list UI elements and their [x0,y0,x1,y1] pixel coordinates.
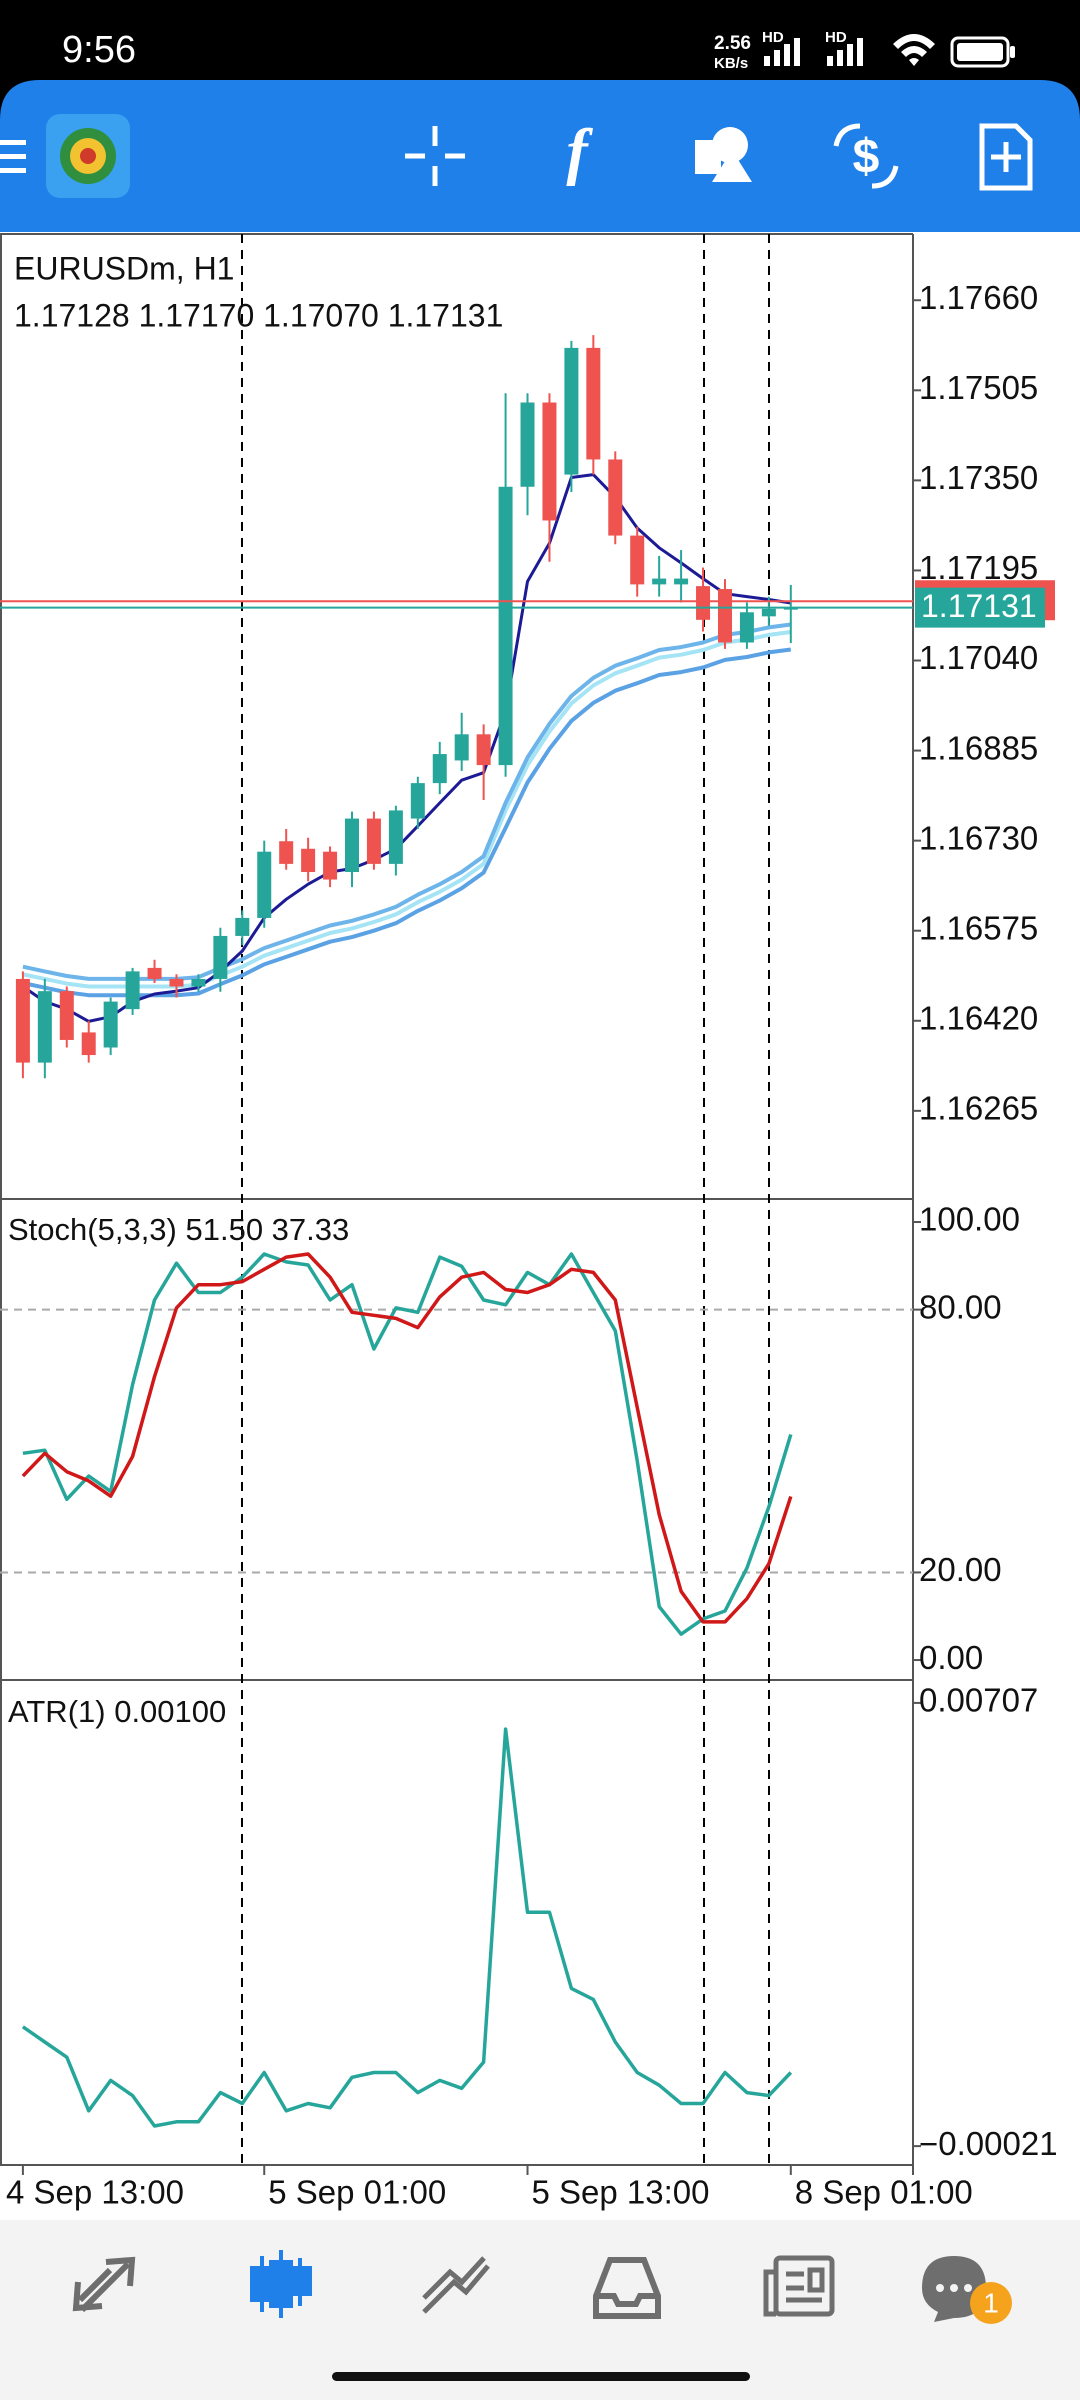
candle-body [59,991,74,1040]
y-tick-label: 1.17350 [919,459,1038,496]
panel-frame [0,233,914,2175]
y-tick-label: 1.16575 [919,909,1038,946]
y-tick-label: 1.17040 [919,639,1038,676]
candle-body [301,848,316,873]
indicator-line [21,1252,793,1624]
candle-body [125,971,140,1010]
clock: 9:56 [62,29,136,71]
plots [0,335,913,2128]
chat-badge: 1 [983,2287,999,2318]
network-type: HD [825,29,847,46]
y-tick-label: 1.16265 [919,1090,1038,1127]
candle-body [345,818,359,873]
candle-body [717,589,732,643]
candle-body [696,586,711,620]
x-tick-label: 5 Sep 13:00 [532,2174,710,2211]
trade-button[interactable]: $ [833,123,899,189]
chart-title: EURUSDm, H1 [14,250,234,286]
x-tick-label: 8 Sep 01:00 [795,2174,973,2211]
candle-body [498,486,513,766]
bid-marker [915,587,1045,628]
candle-body [454,734,469,761]
new-chart-button[interactable] [979,123,1033,191]
indicator-line [22,1252,793,1636]
candle-body [476,734,491,766]
y-tick-label: 1.16730 [919,819,1038,856]
candle-body [213,935,228,979]
x-tick-label: 4 Sep 13:00 [6,2174,184,2211]
y-tick-label: 80.00 [919,1288,1002,1325]
candle-body [366,818,381,864]
y-tick-label: 0.00 [919,1639,983,1676]
candle-body [37,991,52,1063]
y-tick-label: 0.00707 [919,1682,1038,1719]
nav-trade[interactable] [422,2256,490,2314]
ohlc-readout: 1.17128 1.17170 1.17070 1.17131 [14,297,503,333]
bid-price-label: 1.17131 [921,588,1037,624]
candle-body [674,578,689,585]
candle-body [739,612,754,643]
candle-body [279,841,294,864]
nav-chat[interactable]: 1 [922,2256,1012,2324]
candle-body [652,578,667,585]
nav-quotes[interactable] [72,2256,136,2313]
candle-body [520,402,535,487]
x-tick-label: 5 Sep 01:00 [268,2174,446,2211]
y-tick-label: 1.16420 [919,999,1038,1036]
objects-button[interactable] [695,127,752,182]
candle-body [147,967,162,979]
network-type: HD [762,29,784,46]
stoch-title: Stoch(5,3,3) 51.50 37.33 [8,1212,349,1247]
candle-body [388,810,403,864]
y-tick-label: 1.16885 [919,729,1038,766]
y-tick-label: 1.17505 [919,369,1038,406]
period-separators [241,234,770,2165]
candle-body [586,347,601,460]
signal-icons [764,34,1015,68]
candle-body [81,1032,96,1056]
candle-body [630,535,645,585]
candle-body [410,783,425,819]
moving-average [22,473,792,1023]
moving-average [22,630,792,989]
nav-news[interactable] [763,2255,835,2317]
candle-body [257,851,272,918]
candle-body [323,851,338,880]
net-speed: 2.56 [714,33,751,54]
atr-title: ATR(1) 0.00100 [8,1694,226,1729]
candle-body [761,608,776,617]
y-tick-label: 1.17660 [919,279,1038,316]
net-speed-unit: KB/s [714,55,748,72]
nav-history[interactable] [593,2257,661,2319]
home-indicator [332,2372,750,2381]
candle-body [103,1001,118,1048]
candle-body [235,917,250,936]
menu-button[interactable] [0,140,26,173]
bottom-nav [0,2220,1080,2400]
chart-area [0,232,1080,2220]
candle-body [191,978,206,987]
y-tick-label: 100.00 [919,1201,1020,1238]
y-tick-label: 1.17195 [919,549,1038,586]
candle-body [432,754,447,784]
candle-body [15,978,30,1063]
trade-icon-symbol: $ [853,131,880,184]
y-tick-label: 20.00 [919,1551,1002,1588]
y-tick-label: −0.00021 [919,2125,1058,2162]
candle-body [564,347,579,475]
candle-body [542,402,557,521]
nav-chart[interactable] [250,2250,312,2318]
app-logo[interactable] [46,114,130,198]
indicator-line [21,1727,793,2128]
candle-body [608,459,623,536]
crosshair-button[interactable] [405,126,465,186]
toolbar [0,80,1080,232]
candle-body [169,978,184,987]
